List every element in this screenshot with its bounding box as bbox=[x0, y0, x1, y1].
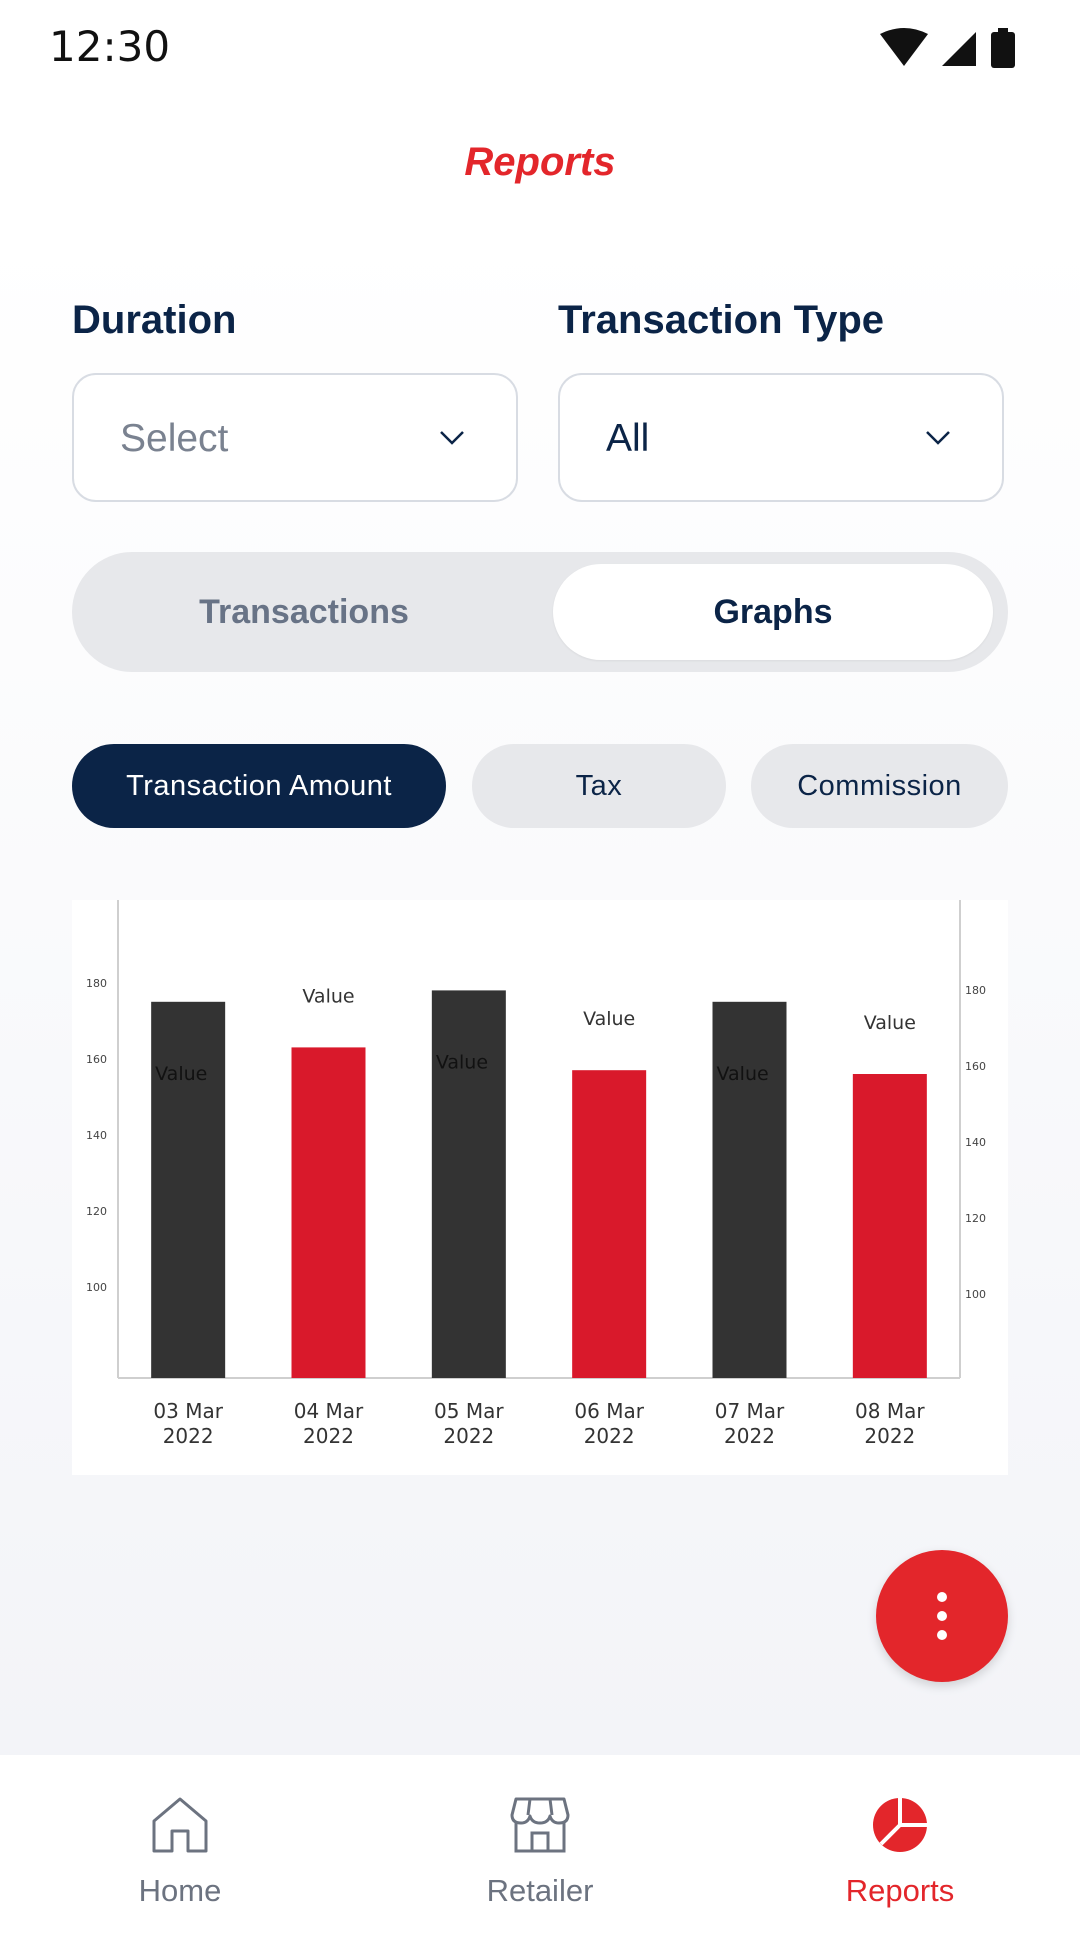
bar-chart-card: 180 160 140 120 100 180 160 140 120 100 Value 03 Ma… bbox=[72, 900, 1008, 1475]
duration-dropdown[interactable]: Select bbox=[72, 373, 518, 502]
x-tick-label: 2022 bbox=[163, 1424, 214, 1448]
nav-retailer-label: Retailer bbox=[486, 1873, 594, 1908]
page-title: Reports bbox=[464, 140, 616, 184]
bar-chart: 180 160 140 120 100 180 160 140 120 100 Value 03 Ma… bbox=[86, 900, 986, 1448]
chart-data-label: Value bbox=[717, 1063, 769, 1085]
chart-data-label: Value bbox=[864, 1012, 916, 1034]
chip-transaction-amount[interactable]: Transaction Amount bbox=[72, 744, 446, 828]
more-options-button[interactable] bbox=[876, 1550, 1008, 1682]
chart-data-label: Value bbox=[436, 1051, 488, 1073]
chart-data-label: Value bbox=[583, 1008, 635, 1030]
chart-data-label: Value bbox=[302, 985, 354, 1007]
y-tick-label-right: 100 bbox=[965, 1288, 986, 1301]
transaction-type-label: Transaction Type bbox=[558, 298, 885, 342]
x-tick-label: 07 Mar bbox=[715, 1399, 785, 1423]
chart-bar bbox=[712, 1001, 787, 1378]
chart-bar bbox=[151, 1001, 226, 1378]
x-tick-label: 06 Mar bbox=[574, 1399, 644, 1423]
battery-icon bbox=[991, 28, 1015, 68]
y-tick-label-left: 100 bbox=[86, 1281, 107, 1294]
y-tick-label-left: 140 bbox=[86, 1129, 107, 1142]
home-icon bbox=[152, 1797, 208, 1853]
chart-bar bbox=[291, 1047, 366, 1378]
chart-bar bbox=[431, 990, 506, 1378]
pie-chart-icon bbox=[873, 1798, 927, 1852]
x-tick-label: 2022 bbox=[724, 1424, 775, 1448]
x-tick-label: 2022 bbox=[443, 1424, 494, 1448]
nav-reports-label: Reports bbox=[845, 1873, 955, 1908]
y-tick-label-right: 140 bbox=[965, 1136, 986, 1149]
chevron-down-icon bbox=[440, 431, 464, 445]
nav-home[interactable]: Home bbox=[0, 1755, 360, 1947]
tab-transactions[interactable]: Transactions bbox=[199, 593, 409, 631]
y-tick-label-left: 120 bbox=[86, 1205, 107, 1218]
duration-value: Select bbox=[120, 417, 229, 460]
chart-bar bbox=[852, 1074, 927, 1378]
chart-data-label: Value bbox=[155, 1063, 207, 1085]
y-tick-label-right: 160 bbox=[965, 1060, 986, 1073]
tab-graphs[interactable]: Graphs bbox=[553, 564, 993, 660]
signal-icon bbox=[942, 32, 976, 66]
nav-home-label: Home bbox=[138, 1873, 222, 1908]
view-toggle: Transactions Graphs bbox=[72, 552, 1008, 672]
status-time: 12:30 bbox=[49, 22, 171, 71]
x-tick-label: 2022 bbox=[584, 1424, 635, 1448]
bottom-navigation: Home Retailer Reports bbox=[0, 1755, 1080, 1947]
y-tick-label-left: 160 bbox=[86, 1053, 107, 1066]
chip-tax[interactable]: Tax bbox=[472, 744, 726, 828]
nav-reports[interactable]: Reports bbox=[720, 1755, 1080, 1947]
status-icons bbox=[880, 28, 1015, 68]
y-tick-label-left: 180 bbox=[86, 977, 107, 990]
duration-label: Duration bbox=[72, 298, 237, 342]
transaction-type-value: All bbox=[606, 417, 650, 460]
store-icon bbox=[510, 1797, 570, 1853]
x-tick-label: 04 Mar bbox=[294, 1399, 364, 1423]
x-tick-label: 05 Mar bbox=[434, 1399, 504, 1423]
y-tick-label-right: 180 bbox=[965, 984, 986, 997]
x-tick-label: 08 Mar bbox=[855, 1399, 925, 1423]
transaction-type-dropdown[interactable]: All bbox=[558, 373, 1004, 502]
x-tick-label: 03 Mar bbox=[153, 1399, 223, 1423]
chart-bar bbox=[572, 1070, 647, 1378]
chip-commission[interactable]: Commission bbox=[751, 744, 1008, 828]
y-tick-label-right: 120 bbox=[965, 1212, 986, 1225]
x-tick-label: 2022 bbox=[303, 1424, 354, 1448]
x-tick-label: 2022 bbox=[864, 1424, 915, 1448]
nav-retailer[interactable]: Retailer bbox=[360, 1755, 720, 1947]
wifi-icon bbox=[880, 28, 928, 66]
chevron-down-icon bbox=[926, 431, 950, 445]
